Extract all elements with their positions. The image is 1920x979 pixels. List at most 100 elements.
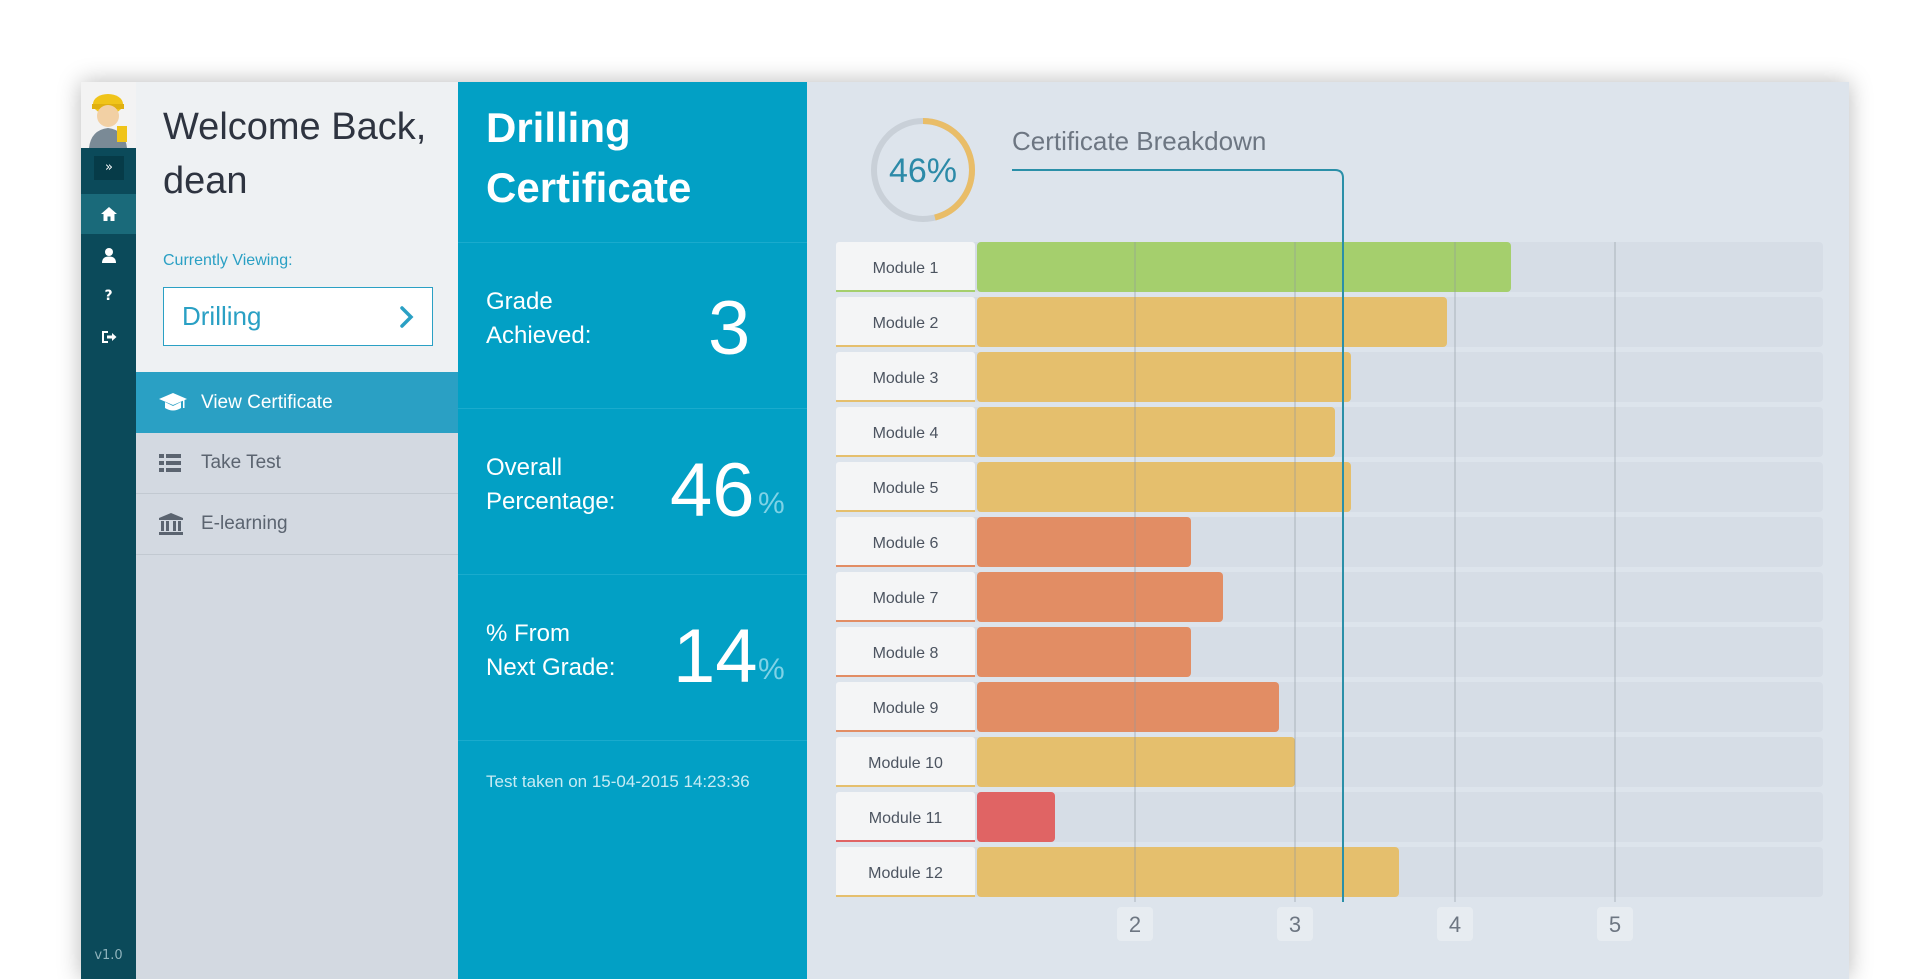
test-info-section [458, 740, 807, 979]
module-label: Module 4 [873, 425, 939, 442]
breakdown-chart: 46% Module 1 Module 2 Module 3 Module 4 Modul… [836, 118, 1823, 941]
list-icon [159, 454, 181, 472]
rail-logout-button[interactable] [81, 317, 136, 357]
module-label-box [836, 847, 975, 897]
home-icon [100, 207, 117, 221]
selected-certificate: Drilling [182, 301, 262, 331]
bank-icon [159, 513, 183, 535]
nav-label: View Certificate [201, 391, 333, 413]
module-bar [977, 352, 1351, 402]
grade-achieved-stat: Grade Achieved: 3 [458, 242, 807, 408]
rail-help-button[interactable]: ? [81, 276, 136, 316]
welcome-heading: Welcome Back, dean [163, 100, 443, 208]
module-label-box [836, 352, 975, 402]
certificate-breakdown-panel: 46% Module 1 Module 2 Module 3 Module 4 Modul… [807, 82, 1849, 979]
x-tick-label: 3 [1289, 912, 1301, 937]
module-label-underline [836, 400, 975, 402]
module-bar [977, 297, 1447, 347]
module-bar [977, 242, 1511, 292]
module-bar [977, 462, 1351, 512]
module-label-underline [836, 785, 975, 787]
module-bar [977, 737, 1295, 787]
next-grade-unit: % [758, 653, 785, 686]
certificate-selector[interactable]: Drilling [163, 287, 433, 346]
module-label-underline [836, 290, 975, 292]
module-bar [977, 792, 1055, 842]
module-label: Module 7 [873, 590, 939, 607]
module-label-box [836, 462, 975, 512]
module-label-underline [836, 675, 975, 677]
certificate-title-line: Certificate [486, 164, 692, 211]
nav-e-learning[interactable]: E-learning [136, 494, 458, 555]
rail-home-button[interactable] [81, 194, 136, 234]
module-label-box [836, 407, 975, 457]
progress-ring-arc [871, 118, 975, 222]
module-label-underline [836, 730, 975, 732]
username: dean [163, 160, 248, 202]
avatar[interactable] [81, 82, 136, 148]
module-label-underline [836, 840, 975, 842]
nav-label: Take Test [201, 452, 281, 473]
tick-label-box [1117, 907, 1153, 941]
icon-rail: » ? v1.0 [81, 82, 136, 979]
overall-label: Overall Percentage: [486, 451, 615, 519]
certificate-title: Drilling Certificate [486, 98, 786, 218]
module-label-box [836, 297, 975, 347]
nav-label: E-learning [201, 513, 288, 534]
module-label-box [836, 737, 975, 787]
module-label: Module 12 [868, 865, 943, 882]
module-label-box [836, 682, 975, 732]
rail-profile-button[interactable] [81, 235, 136, 275]
module-label: Module 9 [873, 700, 939, 717]
certificate-stats-panel: Drilling Certificate Grade Achieved: 3 O… [458, 82, 807, 979]
help-icon: ? [104, 288, 113, 304]
version-label: v1.0 [94, 948, 123, 963]
sign-out-icon [101, 331, 116, 343]
module-label-box [836, 242, 975, 292]
module-label-underline [836, 345, 975, 347]
welcome-line: Welcome Back, [163, 106, 427, 148]
module-label-underline [836, 620, 975, 622]
tick-label-box [1277, 907, 1313, 941]
module-label: Module 11 [869, 810, 943, 827]
graduation-cap-icon [159, 392, 187, 410]
chevron-right-icon [400, 305, 414, 328]
module-label: Module 5 [873, 480, 939, 497]
module-label-underline [836, 895, 975, 897]
grade-label-line: Grade [486, 288, 553, 315]
module-label: Module 1 [873, 260, 939, 277]
module-label: Module 8 [873, 645, 939, 662]
test-taken-date: Test taken on 15-04-2015 14:23:36 [486, 772, 750, 791]
nav-take-test[interactable]: Take Test [136, 433, 458, 494]
double-chevron-right-icon: » [105, 160, 113, 175]
left-panel: Welcome Back, dean Currently Viewing: Dr… [136, 82, 458, 979]
module-label-underline [836, 510, 975, 512]
certificate-title-line: Drilling [486, 104, 631, 151]
overall-label-line: Overall [486, 454, 563, 481]
module-bar [977, 682, 1279, 732]
currently-viewing-label: Currently Viewing: [163, 252, 293, 269]
module-label: Module 2 [873, 315, 939, 332]
module-label-box [836, 572, 975, 622]
module-bar [977, 572, 1223, 622]
overall-label-line: Percentage: [486, 488, 616, 515]
next-grade-label: % From Next Grade: [486, 617, 615, 685]
x-tick-label: 5 [1609, 912, 1621, 937]
module-label-box [836, 517, 975, 567]
progress-ring-label: 46% [889, 152, 957, 190]
tick-label-box [1597, 907, 1633, 941]
next-grade-label-line: % From [486, 620, 570, 647]
module-bar [977, 627, 1191, 677]
bar-track [836, 792, 1823, 842]
nav-view-certificate[interactable]: View Certificate [136, 372, 458, 433]
expand-rail-button[interactable]: » [94, 156, 124, 180]
next-grade-value: 14 [673, 614, 758, 699]
tick-label-box [1437, 907, 1473, 941]
module-label: Module 10 [868, 755, 943, 772]
module-label: Module 6 [873, 535, 939, 552]
module-bar [977, 517, 1191, 567]
module-label-underline [836, 455, 975, 457]
overall-value: 46 [670, 448, 755, 533]
next-grade-label-line: Next Grade: [486, 654, 616, 681]
grade-value: 3 [708, 286, 751, 371]
